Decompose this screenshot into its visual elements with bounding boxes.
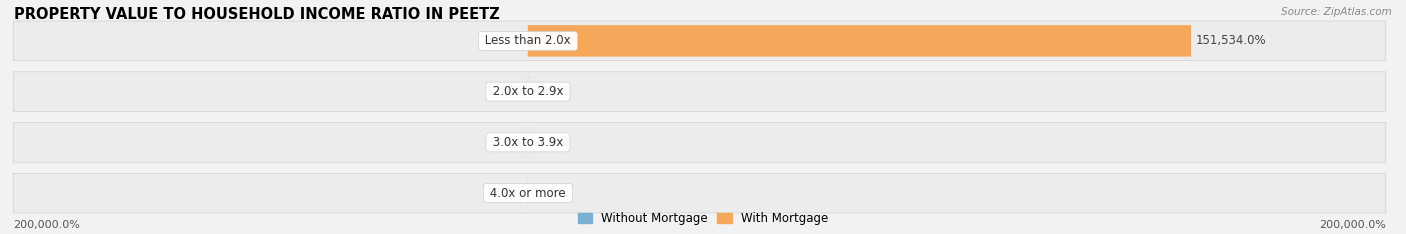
Legend: Without Mortgage, With Mortgage: Without Mortgage, With Mortgage	[574, 208, 832, 230]
Text: 25.0%: 25.0%	[485, 187, 523, 200]
FancyBboxPatch shape	[13, 72, 1386, 111]
Text: 1.9%: 1.9%	[533, 187, 562, 200]
Text: 200,000.0%: 200,000.0%	[13, 220, 80, 230]
Text: 12.5%: 12.5%	[485, 85, 523, 98]
Text: Source: ZipAtlas.com: Source: ZipAtlas.com	[1281, 7, 1392, 17]
FancyBboxPatch shape	[13, 123, 1386, 162]
Text: 151,534.0%: 151,534.0%	[1195, 34, 1267, 47]
Text: PROPERTY VALUE TO HOUSEHOLD INCOME RATIO IN PEETZ: PROPERTY VALUE TO HOUSEHOLD INCOME RATIO…	[14, 7, 499, 22]
Text: 200,000.0%: 200,000.0%	[1319, 220, 1386, 230]
Text: 3.0x to 3.9x: 3.0x to 3.9x	[489, 136, 567, 149]
FancyBboxPatch shape	[527, 25, 1191, 57]
Text: Less than 2.0x: Less than 2.0x	[481, 34, 575, 47]
FancyBboxPatch shape	[13, 173, 1386, 213]
Text: 4.0x or more: 4.0x or more	[486, 187, 569, 200]
Text: 56.3%: 56.3%	[485, 34, 523, 47]
FancyBboxPatch shape	[13, 21, 1386, 61]
Text: 26.4%: 26.4%	[533, 136, 569, 149]
Text: 47.2%: 47.2%	[533, 85, 569, 98]
Text: 3.1%: 3.1%	[494, 136, 523, 149]
Text: 2.0x to 2.9x: 2.0x to 2.9x	[489, 85, 567, 98]
